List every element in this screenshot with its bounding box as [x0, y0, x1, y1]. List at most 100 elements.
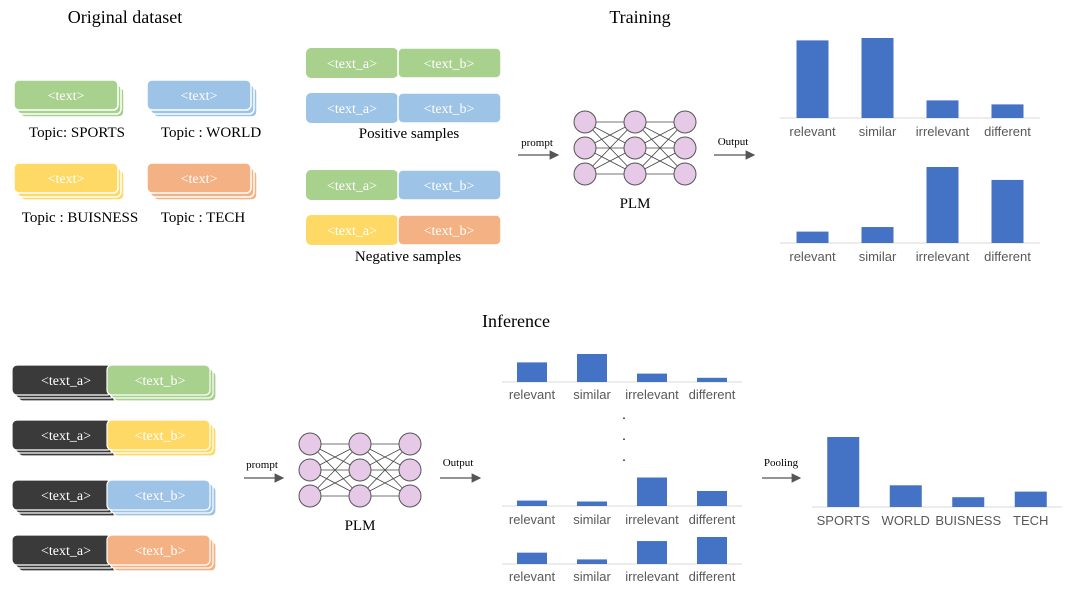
topic-tech-label: Topic : TECH	[161, 210, 246, 226]
tick-label-irrelevant: irrelevant	[916, 249, 970, 264]
positive-sample-2: <text_a> <text_b>	[306, 92, 502, 124]
inference-output-chart-3: relevant similar irrelevant different	[502, 537, 742, 584]
tick-label-similar: similar	[573, 387, 611, 402]
pooling-label: Pooling	[764, 457, 799, 469]
tech-box-text: <text>	[181, 172, 218, 187]
bar-similar	[861, 38, 894, 118]
bar-different	[697, 377, 727, 382]
network-node	[673, 136, 697, 160]
tick-label-similar: similar	[573, 569, 611, 584]
sports-text-stack: <text>	[13, 79, 125, 118]
bar-irrelevant	[926, 100, 959, 118]
text-b: <text_b>	[135, 544, 186, 559]
negative-sample-1: <text_a> <text_b>	[306, 169, 502, 201]
network-node	[298, 432, 322, 456]
business-text-stack: <text>	[13, 162, 125, 201]
tick-label-irrelevant: irrelevant	[625, 387, 679, 402]
inference-output-chart-1: relevant similar irrelevant different	[502, 354, 742, 402]
bar-irrelevant	[637, 541, 667, 564]
text-a: <text_a>	[327, 224, 377, 239]
tick-label-buisness: BUISNESS	[935, 513, 1001, 528]
tick-label-relevant: relevant	[509, 512, 556, 527]
bar-similar	[577, 559, 607, 564]
bar-different	[991, 104, 1024, 118]
network-node	[348, 458, 372, 482]
tick-label-relevant: relevant	[789, 124, 836, 139]
bar-irrelevant	[637, 477, 667, 506]
topic-business-label: Topic : BUISNESS	[22, 210, 138, 226]
bar-world	[889, 485, 922, 507]
network-node	[673, 110, 697, 134]
original-dataset-title: Original dataset	[68, 7, 182, 27]
bar-relevant	[796, 231, 829, 243]
inference-sample-stack: <text_a> <text_b>	[11, 419, 217, 457]
bar-similar	[861, 227, 894, 243]
network-node	[398, 432, 422, 456]
text-b: <text_b>	[135, 489, 186, 504]
inference-sample-stack: <text_a> <text_b>	[11, 534, 217, 572]
tick-label-relevant: relevant	[789, 249, 836, 264]
tick-label-similar: similar	[573, 512, 611, 527]
tick-label-irrelevant: irrelevant	[916, 124, 970, 139]
tick-label-different: different	[689, 512, 736, 527]
text-a: <text_a>	[41, 374, 91, 389]
network-node	[573, 110, 597, 134]
topic-world-label: Topic : WORLD	[161, 125, 261, 141]
text-a: <text_a>	[327, 57, 377, 72]
network-node	[573, 136, 597, 160]
bar-irrelevant	[926, 167, 959, 243]
sports-box-text: <text>	[48, 89, 85, 104]
text-b: <text_b>	[424, 102, 475, 117]
inference-sample-stacks: <text_a> <text_b><text_a> <text_b><text_a>…	[11, 364, 217, 572]
inference-sample-stack: <text_a> <text_b>	[11, 364, 217, 402]
text-a: <text_a>	[327, 102, 377, 117]
tech-text-stack: <text>	[146, 162, 258, 201]
tick-label-different: different	[984, 124, 1031, 139]
bar-relevant	[517, 362, 547, 382]
tick-label-irrelevant: irrelevant	[625, 569, 679, 584]
training-positive-chart: relevant similar irrelevant different	[780, 38, 1040, 139]
tick-label-irrelevant: irrelevant	[625, 512, 679, 527]
network-node	[298, 458, 322, 482]
text-a: <text_a>	[41, 544, 91, 559]
pooled-topic-chart: SPORTS WORLD BUISNESS TECH	[812, 437, 1062, 528]
inference-title: Inference	[482, 311, 550, 331]
text-b: <text_b>	[135, 429, 186, 444]
tick-label-sports: SPORTS	[817, 513, 871, 528]
bar-relevant	[517, 500, 547, 506]
tick-label-tech: TECH	[1013, 513, 1048, 528]
bar-buisness	[952, 497, 985, 507]
inference-output-label: Output	[443, 457, 474, 469]
positive-samples-label: Positive samples	[359, 126, 460, 142]
business-box-text: <text>	[48, 172, 85, 187]
negative-sample-2: <text_a> <text_b>	[306, 214, 502, 246]
network-node	[398, 484, 422, 508]
network-node	[348, 432, 372, 456]
network-node	[573, 162, 597, 186]
tick-label-different: different	[689, 569, 736, 584]
network-node	[623, 110, 647, 134]
training-title: Training	[609, 7, 670, 27]
text-a: <text_a>	[41, 489, 91, 504]
network-node	[673, 162, 697, 186]
tick-label-different: different	[984, 249, 1031, 264]
bar-irrelevant	[637, 373, 667, 382]
text-a: <text_a>	[41, 429, 91, 444]
bar-tech	[1014, 491, 1047, 507]
training-plm-network-icon	[573, 110, 697, 186]
text-b: <text_b>	[424, 224, 475, 239]
inference-prompt-label: prompt	[246, 459, 278, 471]
bar-different	[697, 491, 727, 506]
text-a: <text_a>	[327, 179, 377, 194]
text-b: <text_b>	[135, 374, 186, 389]
tick-label-similar: similar	[859, 124, 897, 139]
bar-similar	[577, 354, 607, 382]
tick-label-different: different	[689, 387, 736, 402]
ellipsis-dot-3: .	[622, 450, 626, 465]
world-text-stack: <text>	[146, 79, 258, 118]
bar-similar	[577, 501, 607, 506]
training-negative-chart: relevant similar irrelevant different	[780, 167, 1040, 264]
text-b: <text_b>	[424, 179, 475, 194]
bar-relevant	[796, 40, 829, 118]
inference-sample-stack: <text_a> <text_b>	[11, 479, 217, 517]
